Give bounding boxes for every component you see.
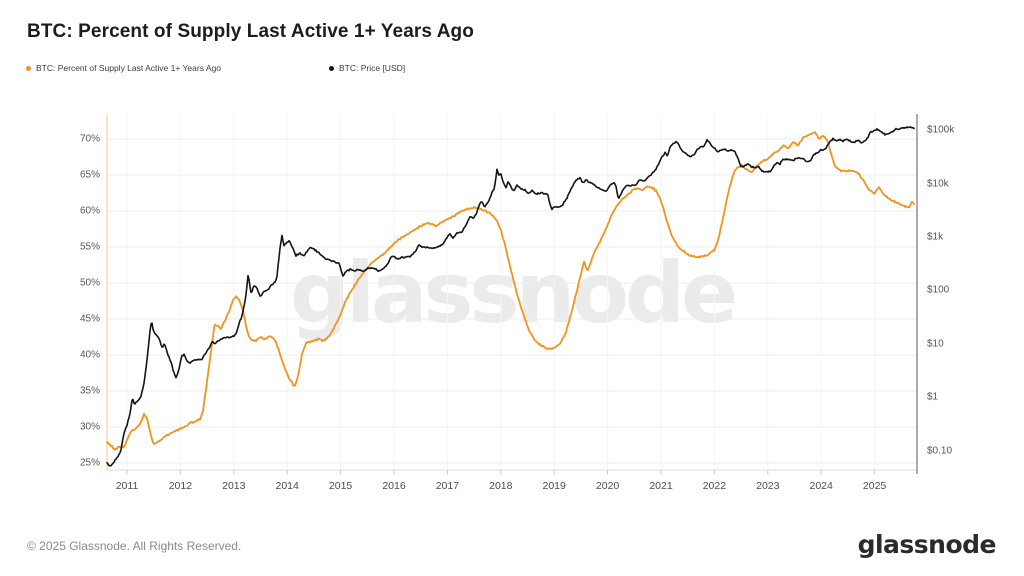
axis-tick-label: 2018	[489, 480, 513, 492]
legend-item-supply[interactable]: BTC: Percent of Supply Last Active 1+ Ye…	[26, 63, 221, 73]
series-line-supply	[106, 131, 915, 451]
axis-tick-label: 25%	[79, 457, 100, 469]
axis-tick-label: 40%	[79, 349, 100, 361]
axis-tick-label: 2023	[756, 480, 780, 492]
axis-tick-label: 2011	[115, 480, 139, 492]
glassnode-logo: glassnode	[857, 530, 997, 559]
axis-tick-label: $100	[927, 284, 950, 296]
axis-tick-label: 2013	[222, 480, 246, 492]
axis-tick-label: 30%	[79, 421, 100, 433]
series-line-price	[106, 126, 915, 467]
axis-tick-label: 2019	[542, 480, 566, 492]
axis-tick-label: 2015	[328, 480, 353, 492]
copyright-text: © 2025 Glassnode. All Rights Reserved.	[27, 539, 242, 553]
axis-tick-label: $0.10	[927, 445, 953, 456]
axis-tick-label: 35%	[79, 385, 100, 397]
series-color-dot-price	[329, 65, 334, 71]
axis-tick-label: $10	[927, 338, 944, 350]
axis-tick-label: 2017	[435, 480, 460, 492]
axis-tick-label: 55%	[79, 241, 100, 253]
legend-item-price[interactable]: BTC: Price [USD]	[329, 63, 405, 73]
axis-tick-label: 70%	[79, 133, 100, 145]
axis-tick-label: 2021	[649, 480, 673, 492]
legend-label-price: BTC: Price [USD]	[339, 63, 406, 73]
legend: BTC: Percent of Supply Last Active 1+ Ye…	[26, 63, 405, 73]
axis-tick-label: 2024	[809, 480, 833, 492]
legend-label-supply: BTC: Percent of Supply Last Active 1+ Ye…	[36, 63, 221, 73]
axis-tick-label: 2016	[382, 480, 406, 492]
axis-tick-label: 2025	[862, 480, 887, 492]
glassnode-watermark: glassnode	[289, 244, 738, 343]
axis-tick-label: 65%	[79, 169, 100, 181]
axis-tick-label: 2020	[595, 480, 620, 492]
series-color-dot-supply	[26, 65, 31, 71]
axis-tick-label: $10k	[927, 178, 949, 189]
chart-title: BTC: Percent of Supply Last Active 1+ Ye…	[27, 21, 474, 42]
axis-tick-label: $1	[927, 391, 939, 403]
axis-tick-label: $100k	[927, 124, 955, 136]
axis-tick-label: 2014	[275, 480, 299, 492]
axis-tick-label: 2022	[702, 480, 727, 492]
axis-tick-label: 60%	[79, 205, 100, 217]
axis-tick-label: 45%	[79, 313, 100, 325]
axis-tick-label: $1k	[927, 231, 944, 243]
axis-tick-label: 50%	[79, 277, 100, 289]
axis-tick-label: 2012	[168, 480, 193, 492]
